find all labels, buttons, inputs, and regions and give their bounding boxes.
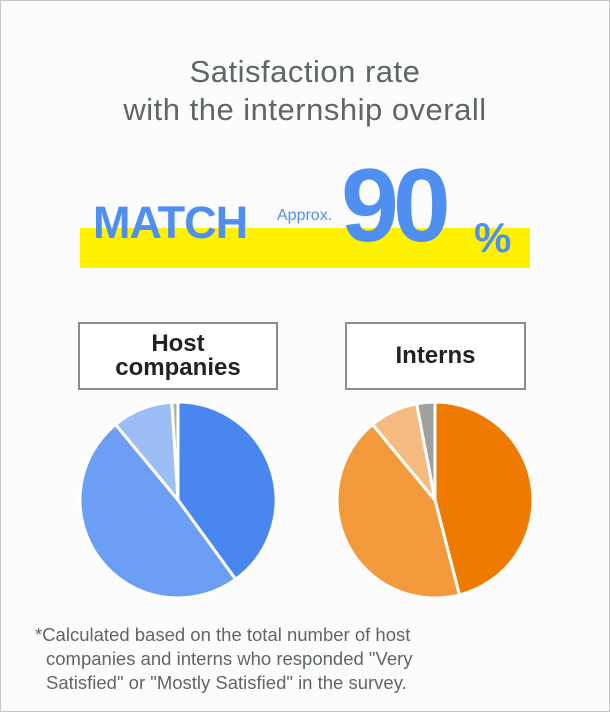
pie-slice-4 — [170, 400, 180, 502]
pie-slice-2 — [335, 422, 461, 600]
highlight-band — [80, 228, 530, 268]
footnote: *Calculated based on the total number of… — [35, 623, 595, 695]
pie-slice-1 — [176, 400, 278, 581]
chart-title-line-2: with the internship overall — [123, 92, 487, 127]
pie-slice-2 — [78, 422, 238, 600]
chart-title-line-1: Satisfaction rate — [189, 54, 421, 89]
headline-unit: % — [474, 214, 512, 261]
host-label-line-1: Host — [151, 330, 205, 357]
host-label-line-2: companies — [115, 354, 241, 381]
interns-label: Interns — [395, 342, 476, 369]
pie-slice-4 — [415, 400, 437, 502]
footnote-line-2: companies and interns who responded "Ver… — [46, 648, 413, 669]
host-companies-label-box: Host companies — [78, 322, 278, 390]
interns-pie-chart — [335, 400, 535, 600]
approx-label: Approx. — [277, 207, 333, 224]
footnote-line-1: *Calculated based on the total number of… — [35, 624, 411, 645]
footnote-line-3: Satisfied" or "Mostly Satisfied" in the … — [46, 672, 407, 693]
headline-value: 90 — [341, 148, 451, 264]
interns-label-box: Interns — [345, 322, 526, 390]
pie-slice-1 — [433, 400, 535, 597]
host-companies-pie-chart — [78, 400, 278, 600]
chart-title: Satisfaction rate with the internship ov… — [1, 53, 609, 129]
match-label: MATCH — [93, 197, 248, 248]
